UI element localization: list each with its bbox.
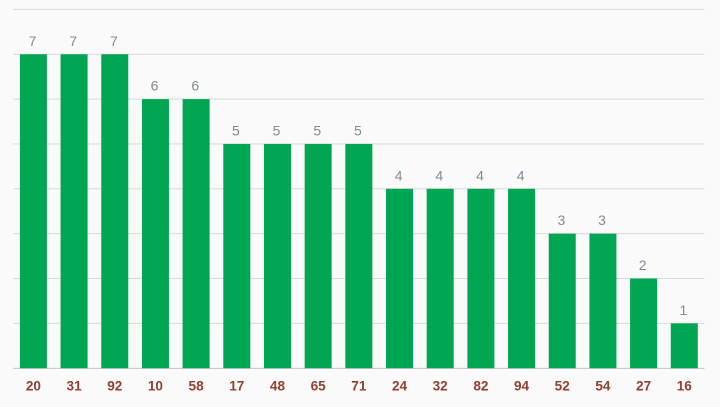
svg-text:5: 5 <box>354 122 362 138</box>
svg-text:20: 20 <box>26 379 41 394</box>
svg-text:16: 16 <box>677 379 693 394</box>
svg-text:54: 54 <box>595 379 611 394</box>
svg-text:31: 31 <box>67 379 83 394</box>
svg-text:4: 4 <box>517 167 525 183</box>
svg-text:58: 58 <box>189 379 205 394</box>
svg-text:32: 32 <box>433 379 449 394</box>
svg-text:6: 6 <box>151 78 159 94</box>
svg-text:3: 3 <box>557 212 565 228</box>
svg-text:17: 17 <box>229 379 244 394</box>
svg-text:48: 48 <box>270 379 286 394</box>
svg-text:27: 27 <box>636 379 651 394</box>
svg-text:82: 82 <box>473 379 489 394</box>
svg-text:92: 92 <box>107 379 123 394</box>
svg-text:52: 52 <box>555 379 571 394</box>
svg-text:7: 7 <box>110 33 118 49</box>
svg-text:7: 7 <box>29 33 37 49</box>
svg-text:4: 4 <box>435 167 443 183</box>
svg-text:5: 5 <box>313 122 321 138</box>
svg-text:2: 2 <box>639 257 647 273</box>
svg-text:5: 5 <box>232 122 240 138</box>
svg-text:65: 65 <box>311 379 327 394</box>
svg-text:5: 5 <box>273 122 281 138</box>
svg-text:4: 4 <box>395 167 403 183</box>
svg-text:1: 1 <box>679 302 687 318</box>
svg-text:3: 3 <box>598 212 606 228</box>
svg-text:7: 7 <box>69 33 77 49</box>
svg-text:4: 4 <box>476 167 484 183</box>
svg-text:94: 94 <box>514 379 530 394</box>
svg-text:24: 24 <box>392 379 408 394</box>
svg-text:71: 71 <box>351 379 367 394</box>
svg-text:6: 6 <box>191 78 199 94</box>
svg-text:10: 10 <box>148 379 163 394</box>
